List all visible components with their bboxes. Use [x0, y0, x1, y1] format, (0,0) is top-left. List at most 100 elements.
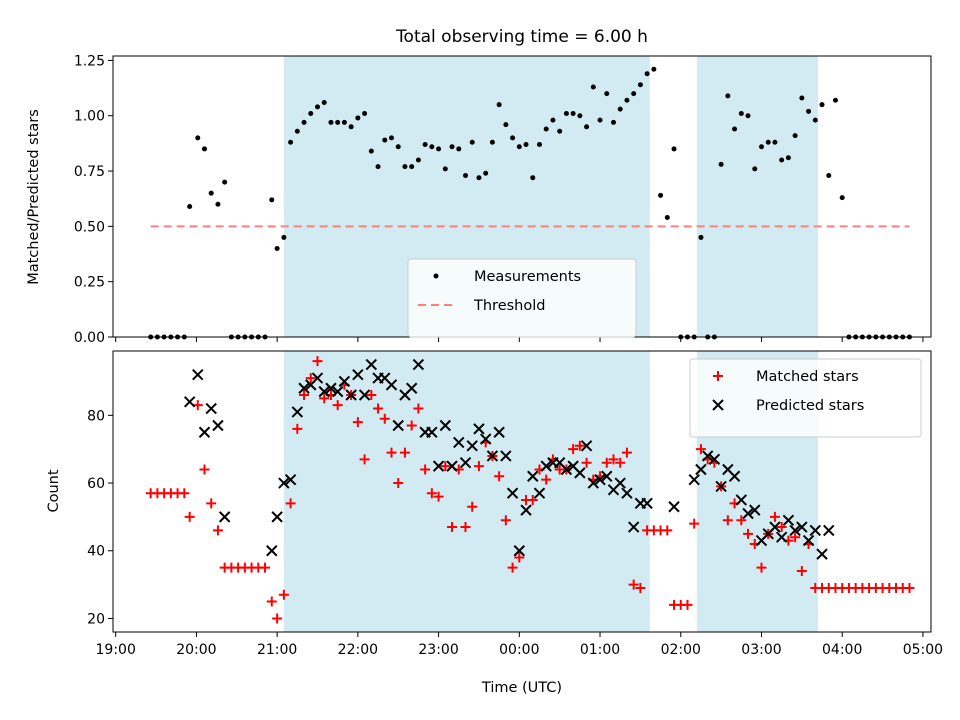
- predicted-star-point: [358, 389, 371, 401]
- predicted-star-point: [439, 419, 452, 432]
- matched-star-point: [601, 457, 612, 468]
- measurement-point: [281, 234, 287, 240]
- predicted-star-point: [284, 473, 297, 486]
- measurement-point: [597, 117, 603, 123]
- x-tick-label: 23:00: [418, 642, 458, 658]
- predicted-star-point: [459, 457, 472, 469]
- predicted-star-point: [735, 494, 748, 506]
- x-tick-label: 21:00: [257, 642, 297, 658]
- predicted-star-point: [809, 524, 822, 537]
- shaded-interval: [283, 351, 650, 632]
- measurement-point: [752, 166, 758, 172]
- measurement-point: [382, 137, 388, 143]
- predicted-star-point: [466, 440, 478, 452]
- matched-star-point: [568, 444, 579, 455]
- matched-star-point: [426, 488, 437, 499]
- legend: Matched stars Predicted stars: [689, 358, 922, 438]
- measurement-point: [321, 99, 327, 105]
- predicted-star-point: [668, 501, 680, 513]
- predicted-star-point: [271, 511, 283, 523]
- matched-star-point: [285, 498, 296, 509]
- predicted-star-point: [520, 504, 532, 516]
- matched-star-point: [514, 552, 525, 563]
- predicted-star-point: [560, 463, 573, 476]
- measurement-point: [792, 133, 798, 139]
- predicted-star-point: [192, 368, 204, 381]
- matched-star-point: [406, 420, 417, 431]
- predicted-star-point: [205, 402, 217, 415]
- measurement-point: [644, 71, 650, 77]
- predicted-star-point: [278, 477, 290, 489]
- y-tick-label: 0.50: [74, 219, 105, 235]
- measurement-point: [543, 126, 549, 132]
- predicted-star-point: [412, 358, 425, 371]
- predicted-star-point: [802, 534, 815, 547]
- measurement-point: [516, 144, 522, 150]
- measurement-point: [483, 170, 489, 176]
- predicted-star-point: [587, 477, 600, 489]
- predicted-star-point: [446, 460, 458, 472]
- predicted-star-point: [533, 487, 546, 499]
- measurement-point: [402, 164, 408, 170]
- predicted-star-point: [385, 379, 398, 391]
- measurement-point: [758, 144, 764, 150]
- measurement-point: [718, 161, 724, 167]
- measurement-point: [442, 166, 448, 172]
- measurement-point: [288, 139, 294, 145]
- measurement-point: [765, 139, 771, 145]
- measurement-point: [799, 95, 805, 101]
- measurement-point: [819, 102, 825, 108]
- measurement-point: [368, 148, 374, 154]
- predicted-star-point: [749, 504, 761, 516]
- measurement-point: [624, 97, 630, 103]
- matched-star-point: [420, 464, 431, 475]
- legend-plus-icon: [713, 371, 723, 381]
- measurement-point: [456, 146, 462, 152]
- measurement-point: [348, 124, 354, 130]
- predicted-star-point: [198, 426, 211, 438]
- matched-star-point: [359, 454, 370, 465]
- x-tick-label: 01:00: [580, 642, 620, 658]
- y-tick-label: 1.25: [74, 53, 105, 69]
- x-tick-label: 05:00: [903, 642, 943, 658]
- measurement-point: [698, 234, 704, 240]
- measurement-point: [785, 155, 791, 161]
- matched-star-point: [299, 390, 310, 401]
- matched-star-point: [272, 613, 283, 624]
- measurement-point: [315, 104, 320, 110]
- predicted-star-point: [432, 460, 445, 472]
- matched-star-point: [608, 454, 619, 465]
- matched-star-point: [507, 562, 518, 573]
- x-tick-label: 03:00: [741, 642, 781, 658]
- y-tick-label: 20: [87, 611, 105, 627]
- matched-star-point: [615, 457, 626, 468]
- measurement-point: [738, 111, 744, 117]
- predicted-star-point: [493, 426, 505, 438]
- matched-star-point: [776, 522, 787, 533]
- predicted-star-point: [365, 358, 378, 371]
- matched-star-point: [292, 423, 303, 434]
- measurement-point: [269, 197, 275, 203]
- measurement-point: [510, 135, 516, 141]
- figure-title: Total observing time = 6.00 h: [395, 27, 648, 47]
- measurement-point: [328, 119, 334, 125]
- legend: Measurements Threshold: [407, 258, 637, 338]
- matched-star-point: [541, 474, 552, 485]
- measurement-point: [429, 144, 435, 150]
- measurement-point: [590, 84, 596, 90]
- measurement-point: [489, 139, 495, 145]
- predicted-star-point: [627, 521, 640, 533]
- predicted-star-point: [594, 473, 606, 486]
- matched-star-point: [373, 403, 384, 414]
- predicted-star-point: [688, 473, 700, 486]
- matched-star-point: [904, 582, 915, 593]
- measurement-point: [557, 128, 563, 134]
- predicted-star-point: [183, 396, 196, 408]
- x-tick-label: 02:00: [661, 642, 701, 658]
- matched-star-point: [695, 444, 706, 455]
- matched-star-point: [266, 596, 277, 607]
- measurement-point: [570, 111, 576, 117]
- measurement-point: [476, 175, 482, 181]
- matched-star-point: [393, 478, 404, 489]
- matched-star-point: [278, 589, 289, 600]
